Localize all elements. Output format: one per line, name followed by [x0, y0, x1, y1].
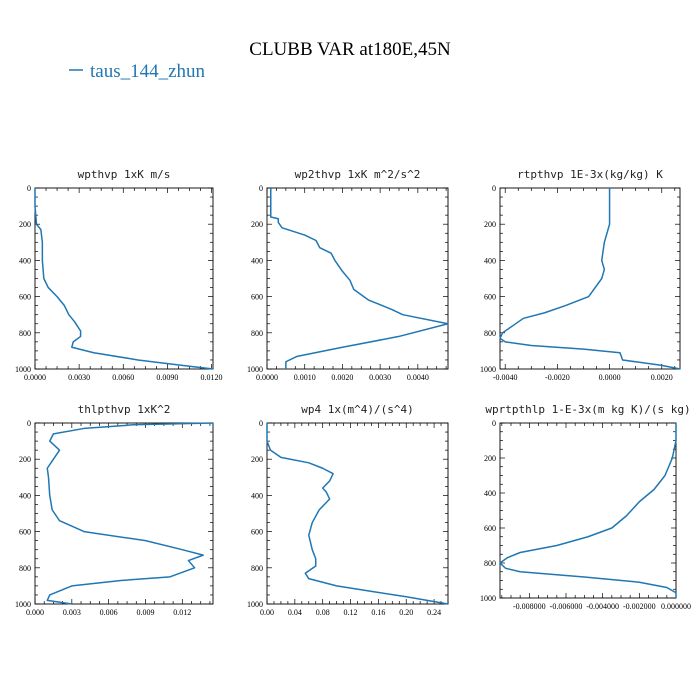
y-tick-label: 800 [19, 329, 31, 338]
x-tick-label: -0.0020 [545, 373, 570, 382]
y-tick-label: 400 [484, 256, 496, 265]
figure-title: CLUBB VAR at180E,45N [249, 39, 451, 60]
x-tick-label: 0.0090 [156, 373, 178, 382]
y-tick-label: 200 [251, 220, 263, 229]
y-tick-label: 600 [251, 293, 263, 302]
y-tick-label: 400 [251, 491, 263, 500]
y-tick-label: 200 [484, 220, 496, 229]
x-tick-label: 0.12 [344, 608, 358, 617]
y-tick-label: 0 [492, 419, 496, 428]
y-tick-label: 600 [19, 293, 31, 302]
y-tick-label: 400 [251, 256, 263, 265]
y-tick-label: 0 [259, 419, 263, 428]
x-tick-label: 0.000 [26, 608, 44, 617]
panel-title: wp2thvp 1xK m^2/s^2 [295, 168, 421, 181]
panel-6: wprtpthlp 1-E-3x(m kg K)/(s kg) 0 200 400 60… [480, 403, 691, 611]
x-tick-label: 0.0000 [256, 373, 278, 382]
series-line [266, 423, 449, 605]
y-tick-label: 800 [251, 564, 263, 573]
plot-frame [34, 422, 214, 605]
x-tick-label: -0.004000 [586, 602, 619, 611]
x-tick-label: 0.0000 [599, 373, 621, 382]
x-tick-label: 0.0010 [294, 373, 316, 382]
x-tick-label: 0.08 [316, 608, 330, 617]
x-tick-label: 0.0120 [201, 373, 223, 382]
y-tick-label: 200 [19, 455, 31, 464]
x-tick-label: 0.006 [100, 608, 118, 617]
x-tick-label: 0.0020 [331, 373, 353, 382]
y-tick-label: 600 [484, 293, 496, 302]
x-tick-label: 0.0030 [68, 373, 90, 382]
x-tick-label: -0.006000 [550, 602, 583, 611]
series-line [499, 188, 681, 370]
series-line [270, 188, 449, 369]
x-tick-label: 0.0000 [24, 373, 46, 382]
x-tick-label: 0.0020 [651, 373, 673, 382]
y-tick-label: 1000 [480, 594, 496, 603]
plot-frame [266, 422, 449, 605]
plot-frame [34, 187, 214, 370]
y-tick-label: 800 [19, 564, 31, 573]
panel-title: wpthvp 1xK m/s [78, 168, 171, 181]
y-tick-label: 1000 [15, 365, 31, 374]
x-tick-label: 0.003 [63, 608, 81, 617]
y-tick-label: 200 [484, 454, 496, 463]
y-tick-label: 400 [19, 256, 31, 265]
legend: taus_144_zhun [69, 61, 206, 82]
plot-frame [266, 187, 449, 370]
x-tick-label: -0.008000 [513, 602, 546, 611]
y-tick-label: 400 [484, 489, 496, 498]
y-tick-label: 600 [251, 528, 263, 537]
series-line [34, 188, 214, 370]
y-tick-label: 0 [492, 184, 496, 193]
panel-3: rtpthvp 1E-3x(kg/kg) K02004006008001000-… [480, 168, 681, 382]
x-tick-label: 0.012 [173, 608, 191, 617]
legend-label: taus_144_zhun [90, 61, 206, 82]
y-tick-label: 1000 [247, 600, 263, 609]
panel-2: wp2thvp 1xK m^2/s^2020040060080010000.00… [247, 168, 449, 382]
y-tick-label: 0 [27, 184, 31, 193]
y-tick-label: 0 [259, 184, 263, 193]
y-tick-label: 0 [27, 419, 31, 428]
x-tick-label: -0.0040 [493, 373, 518, 382]
x-tick-label: 0.000000 [661, 602, 691, 611]
x-tick-label: 0.0060 [112, 373, 134, 382]
x-tick-label: 0.00 [260, 608, 274, 617]
y-tick-label: 600 [484, 524, 496, 533]
y-tick-label: 800 [484, 559, 496, 568]
x-tick-label: 0.009 [136, 608, 154, 617]
plot-frame [499, 187, 681, 370]
x-tick-label: 0.0040 [407, 373, 429, 382]
y-tick-label: 400 [19, 491, 31, 500]
panel-title: rtpthvp 1E-3x(kg/kg) K [517, 168, 663, 181]
y-tick-label: 200 [251, 455, 263, 464]
x-tick-label: 0.04 [288, 608, 302, 617]
x-tick-label: 0.16 [371, 608, 385, 617]
panel-title: wp4 1x(m^4)/(s^4) [301, 403, 414, 416]
series-line [499, 423, 677, 598]
y-tick-label: 800 [484, 329, 496, 338]
y-tick-label: 1000 [15, 600, 31, 609]
series-line [46, 422, 214, 605]
x-tick-label: 0.0030 [369, 373, 391, 382]
panel-title: wprtpthlp 1-E-3x(m kg K)/(s kg) [485, 403, 690, 416]
y-tick-label: 600 [19, 528, 31, 537]
y-tick-label: 1000 [480, 365, 496, 374]
y-tick-label: 1000 [247, 365, 263, 374]
y-tick-label: 800 [251, 329, 263, 338]
x-tick-label: -0.002000 [623, 602, 656, 611]
x-tick-label: 0.20 [399, 608, 413, 617]
x-tick-label: 0.24 [427, 608, 441, 617]
y-tick-label: 200 [19, 220, 31, 229]
panel-title: thlpthvp 1xK^2 [78, 403, 171, 416]
